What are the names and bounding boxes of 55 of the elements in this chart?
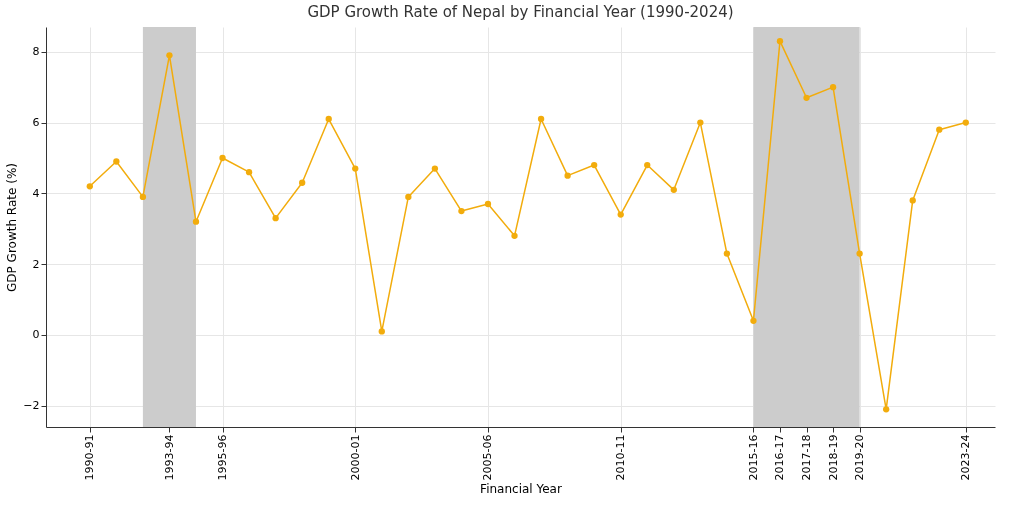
point (113, 158, 120, 165)
point (936, 126, 943, 133)
point (484, 200, 492, 208)
point (272, 214, 279, 222)
y-axis-title: GDP Growth Rate (%) (5, 163, 20, 292)
x-tick-label: 2005-06 (481, 434, 495, 481)
point (776, 38, 784, 45)
point (458, 207, 465, 215)
point (670, 186, 677, 193)
point (723, 250, 731, 257)
point (803, 94, 810, 101)
point (564, 172, 571, 179)
x-tick-label: 2015-16 (746, 434, 760, 481)
y-tick-label: 4 (32, 186, 40, 200)
x-tick-label: 2010-11 (614, 434, 628, 481)
y-tick-label: 8 (32, 45, 40, 59)
x-tick-label: 1995-96 (216, 434, 230, 481)
point (405, 193, 412, 201)
point (219, 154, 226, 162)
point (511, 232, 518, 240)
point (644, 161, 651, 169)
x-tick-label: 2017-18 (800, 434, 814, 481)
point (617, 211, 624, 218)
point (537, 115, 545, 123)
point (299, 179, 306, 186)
x-tick-label: 2016-17 (773, 434, 787, 481)
chart-title: GDP Growth Rate of Nepal by Financial Year (1990-2024) (307, 3, 734, 22)
y-tick-label: 0 (32, 328, 40, 342)
point (166, 52, 173, 59)
x-tick-label: 2000-01 (348, 434, 362, 481)
point (856, 250, 863, 257)
point (591, 161, 598, 169)
point (86, 183, 93, 190)
point (325, 115, 332, 123)
point (750, 317, 757, 324)
x-tick-label: 1990-91 (83, 434, 97, 481)
point (829, 84, 837, 91)
x-tick-label: 2023-24 (959, 434, 973, 481)
x-tick-label: 2019-20 (853, 434, 867, 481)
x-tick-label: 1993-94 (162, 434, 176, 481)
y-tick-label: 6 (32, 116, 40, 130)
point (883, 406, 890, 413)
point (909, 197, 916, 204)
point (697, 119, 704, 126)
point (139, 193, 147, 201)
y-tick-label: −2 (23, 399, 40, 413)
point (192, 218, 200, 225)
point (352, 165, 359, 172)
x-tick-label: 2018-19 (826, 434, 840, 481)
point (962, 119, 969, 126)
x-axis-title: Financial Year (480, 482, 562, 497)
point (245, 168, 253, 176)
point (431, 165, 439, 172)
point (378, 328, 385, 335)
y-tick-label: 2 (32, 257, 40, 271)
